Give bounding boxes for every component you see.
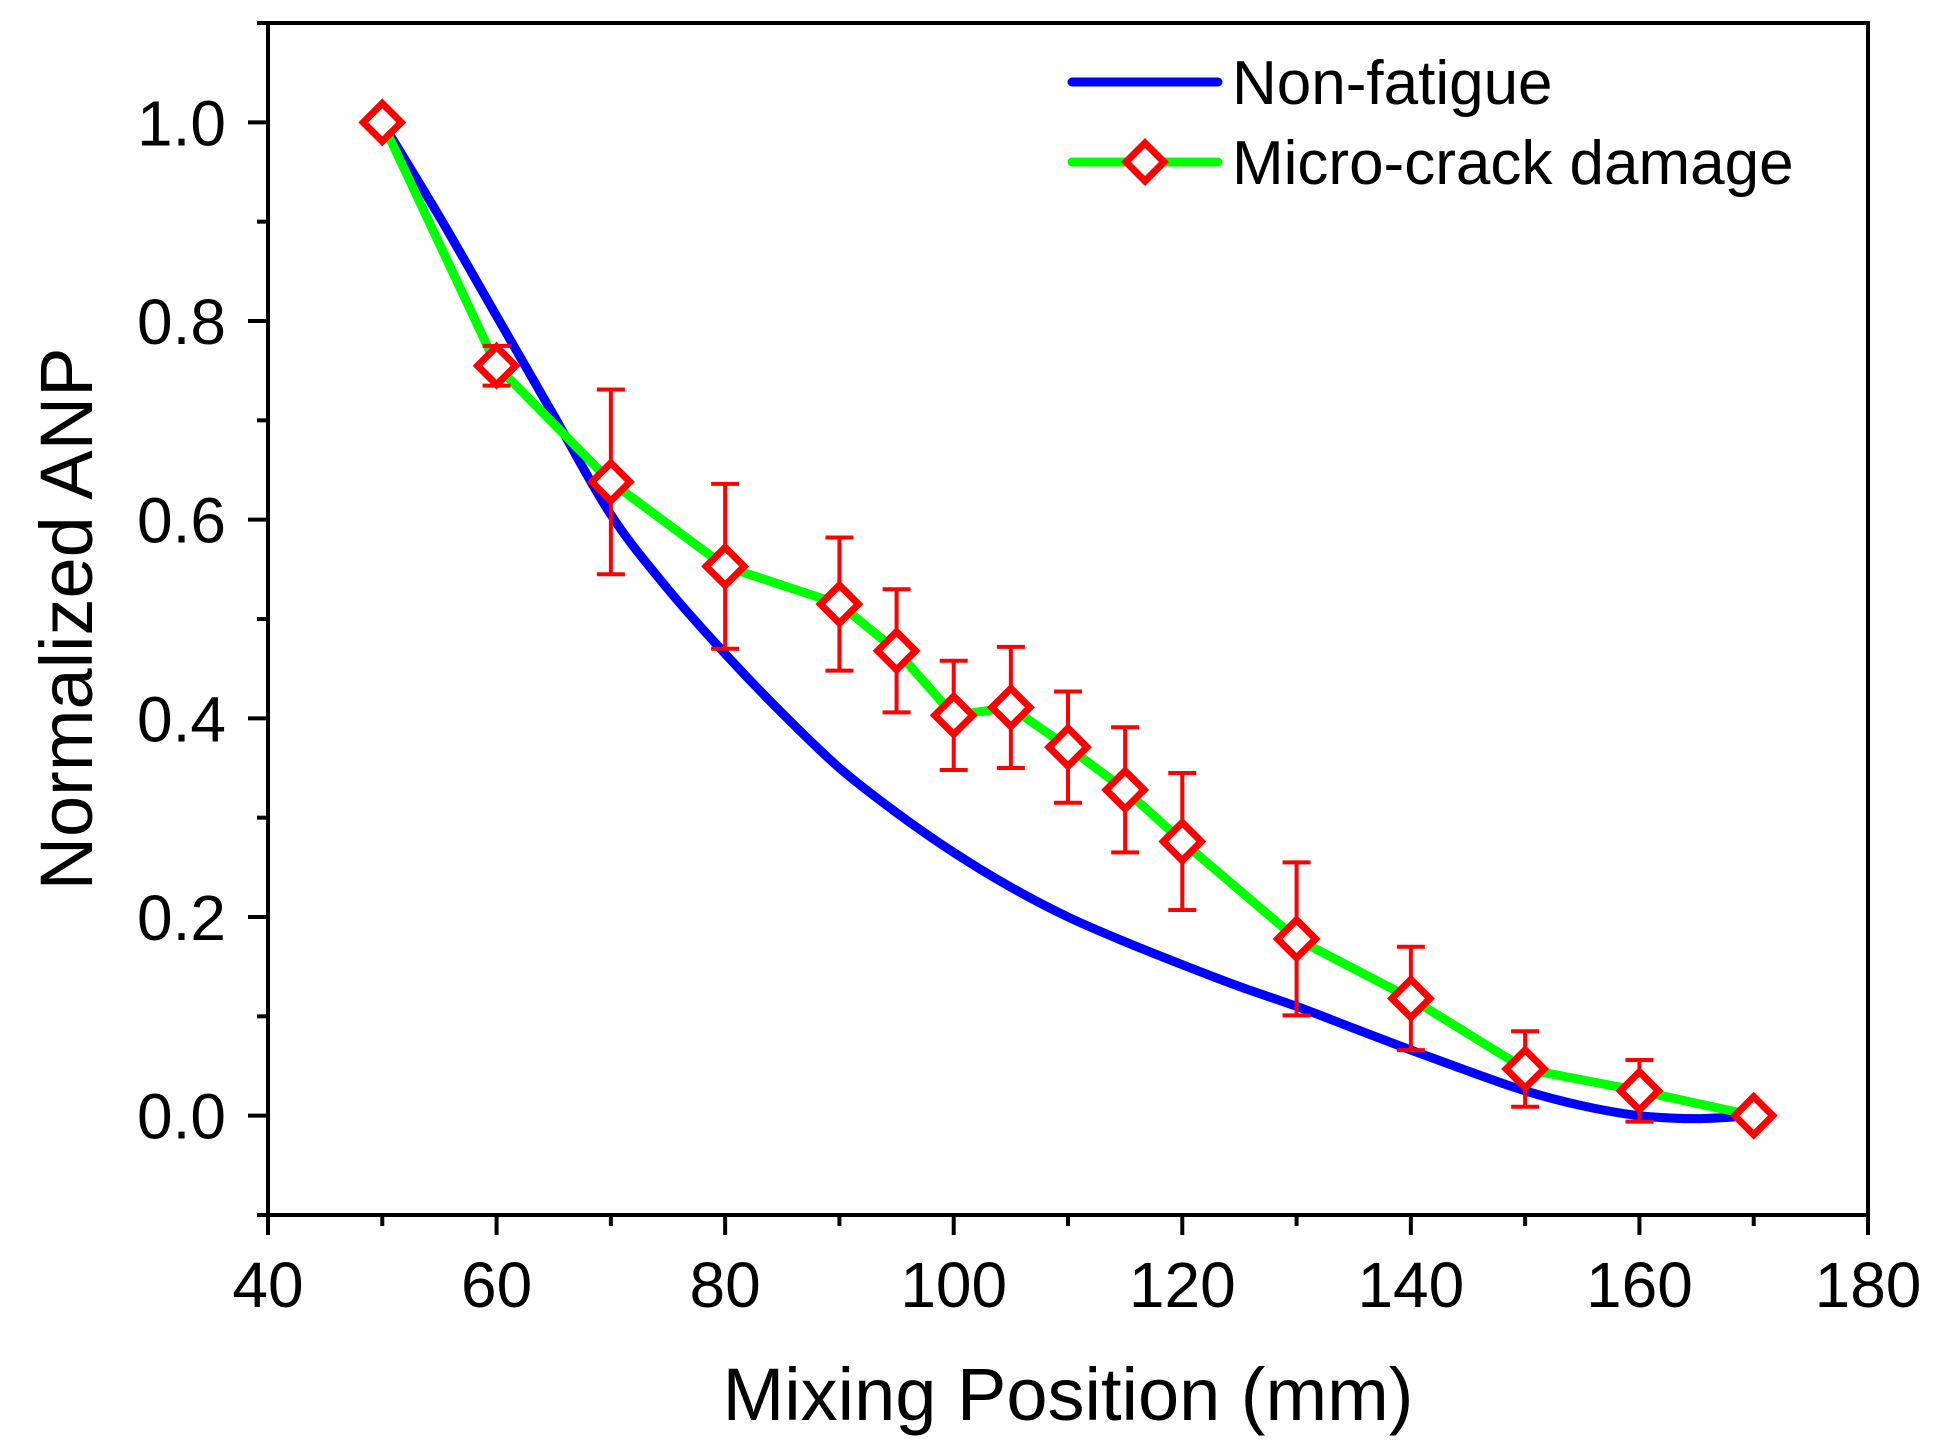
data-point-micro-crack-damage — [586, 457, 635, 506]
data-point-micro-crack-damage — [986, 683, 1035, 732]
data-point-micro-crack-damage — [929, 691, 978, 740]
x-tick-label: 180 — [1815, 1249, 1922, 1321]
data-point-micro-crack-damage — [815, 580, 864, 629]
x-tick-label: 40 — [232, 1249, 303, 1321]
y-tick-label: 0.0 — [137, 1081, 226, 1153]
axes: 40 60 80 100 120 140 160 180 0.0 0.2 0.4 0.6 0.8 1.0 — [137, 21, 1922, 1321]
x-tick-label: 60 — [461, 1249, 532, 1321]
data-point-micro-crack-damage — [1158, 817, 1207, 866]
y-tick-label: 0.2 — [137, 882, 226, 954]
data-point-micro-crack-damage — [1501, 1045, 1550, 1093]
legend-label-non-fatigue: Non-fatigue — [1232, 49, 1553, 118]
x-tick-label: 100 — [900, 1249, 1007, 1321]
legend: Non-fatigue Micro-crack damage — [1067, 49, 1794, 198]
series-line-micro-crack-damage — [377, 117, 1759, 1121]
data-point-micro-crack-damage — [1386, 974, 1435, 1023]
plot-frame — [266, 21, 1870, 1217]
data-point-micro-crack-damage — [1272, 914, 1321, 963]
y-axis-title: Normalized ANP — [25, 348, 108, 891]
legend-marker-micro-crack-damage — [1121, 138, 1169, 186]
data-point-micro-crack-damage — [701, 542, 750, 591]
series-line-non-fatigue — [377, 117, 1759, 1124]
y-tick-label: 1.0 — [137, 87, 226, 159]
plot-area — [358, 98, 1778, 1140]
data-point-micro-crack-damage — [872, 626, 921, 675]
x-tick-label: 120 — [1129, 1249, 1236, 1321]
legend-label-micro-crack-damage: Micro-crack damage — [1232, 129, 1794, 198]
y-tick-label: 0.8 — [137, 286, 226, 358]
data-point-micro-crack-damage — [1615, 1066, 1664, 1115]
y-tick-label: 0.6 — [137, 485, 226, 557]
x-tick-label: 80 — [690, 1249, 761, 1321]
x-axis-title: Mixing Position (mm) — [723, 1353, 1414, 1436]
legend-entry-non-fatigue: Non-fatigue — [1067, 49, 1553, 118]
data-point-micro-crack-damage — [1729, 1091, 1778, 1140]
data-point-micro-crack-damage — [1101, 765, 1150, 814]
data-point-micro-crack-damage — [472, 341, 521, 390]
x-tick-label: 160 — [1586, 1249, 1693, 1321]
y-tick-label: 0.4 — [137, 683, 226, 755]
x-tick-label: 140 — [1357, 1249, 1464, 1321]
data-point-micro-crack-damage — [358, 98, 407, 147]
data-point-micro-crack-damage — [1044, 723, 1092, 772]
legend-entry-micro-crack-damage: Micro-crack damage — [1067, 129, 1794, 198]
